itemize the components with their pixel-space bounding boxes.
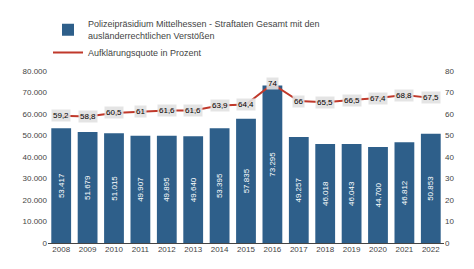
svg-text:46.043: 46.043	[347, 181, 356, 206]
svg-text:Polizeipräsidium Mittelhessen: Polizeipräsidium Mittelhessen - Straftat…	[88, 19, 320, 41]
svg-text:80: 80	[445, 67, 454, 76]
svg-text:2020: 2020	[369, 245, 387, 254]
svg-text:53.417: 53.417	[57, 173, 66, 198]
svg-text:60,5: 60,5	[106, 108, 122, 117]
svg-text:2022: 2022	[422, 245, 440, 254]
svg-text:80.000: 80.000	[23, 67, 48, 76]
svg-text:40: 40	[445, 153, 454, 162]
svg-text:2018: 2018	[316, 245, 334, 254]
svg-text:10: 10	[445, 217, 454, 226]
svg-text:50.853: 50.853	[426, 176, 435, 201]
svg-text:2011: 2011	[132, 245, 150, 254]
svg-text:30.000: 30.000	[23, 174, 48, 183]
svg-text:2017: 2017	[290, 245, 308, 254]
svg-text:20: 20	[445, 196, 454, 205]
svg-text:51.015: 51.015	[110, 176, 119, 201]
svg-text:61,6: 61,6	[159, 106, 175, 115]
svg-text:67,4: 67,4	[370, 94, 386, 103]
svg-text:68,8: 68,8	[396, 91, 412, 100]
svg-text:2008: 2008	[52, 245, 70, 254]
svg-text:63,9: 63,9	[212, 101, 228, 110]
svg-text:44.700: 44.700	[374, 182, 383, 207]
svg-text:53.395: 53.395	[215, 173, 224, 198]
svg-text:2019: 2019	[343, 245, 361, 254]
svg-text:2012: 2012	[158, 245, 176, 254]
svg-text:59,2: 59,2	[53, 111, 69, 120]
svg-text:2021: 2021	[396, 245, 414, 254]
svg-text:2010: 2010	[105, 245, 123, 254]
svg-text:60: 60	[445, 110, 454, 119]
svg-text:66,5: 66,5	[344, 96, 360, 105]
svg-text:73.295: 73.295	[268, 152, 277, 177]
svg-text:60.000: 60.000	[23, 110, 48, 119]
svg-text:65,5: 65,5	[317, 98, 333, 107]
svg-text:0: 0	[445, 239, 450, 248]
svg-text:2015: 2015	[237, 245, 255, 254]
svg-text:46.018: 46.018	[321, 181, 330, 206]
svg-text:49.907: 49.907	[136, 177, 145, 202]
svg-text:66: 66	[294, 97, 303, 106]
svg-text:2014: 2014	[211, 245, 229, 254]
svg-text:40.000: 40.000	[23, 153, 48, 162]
svg-text:49.895: 49.895	[162, 177, 171, 202]
svg-text:20.000: 20.000	[23, 196, 48, 205]
svg-text:70.000: 70.000	[23, 88, 48, 97]
svg-text:Aufklärungsquote in Prozent: Aufklärungsquote in Prozent	[88, 48, 202, 58]
svg-text:61: 61	[136, 107, 145, 116]
svg-text:2009: 2009	[79, 245, 97, 254]
svg-text:51.679: 51.679	[83, 175, 92, 200]
svg-text:10.000: 10.000	[23, 217, 48, 226]
svg-text:2013: 2013	[184, 245, 202, 254]
svg-text:67,5: 67,5	[423, 93, 439, 102]
svg-text:58,8: 58,8	[80, 112, 96, 121]
svg-text:70: 70	[445, 88, 454, 97]
svg-text:74: 74	[268, 79, 277, 88]
svg-text:46.812: 46.812	[400, 180, 409, 205]
svg-text:50: 50	[445, 131, 454, 140]
svg-text:50.000: 50.000	[23, 131, 48, 140]
svg-text:30: 30	[445, 174, 454, 183]
svg-text:0: 0	[43, 239, 48, 248]
svg-text:2016: 2016	[264, 245, 282, 254]
svg-text:64,4: 64,4	[238, 100, 254, 109]
svg-text:61,6: 61,6	[185, 106, 201, 115]
svg-text:57.835: 57.835	[242, 168, 251, 193]
svg-text:49.640: 49.640	[189, 177, 198, 202]
svg-text:49.257: 49.257	[294, 178, 303, 203]
